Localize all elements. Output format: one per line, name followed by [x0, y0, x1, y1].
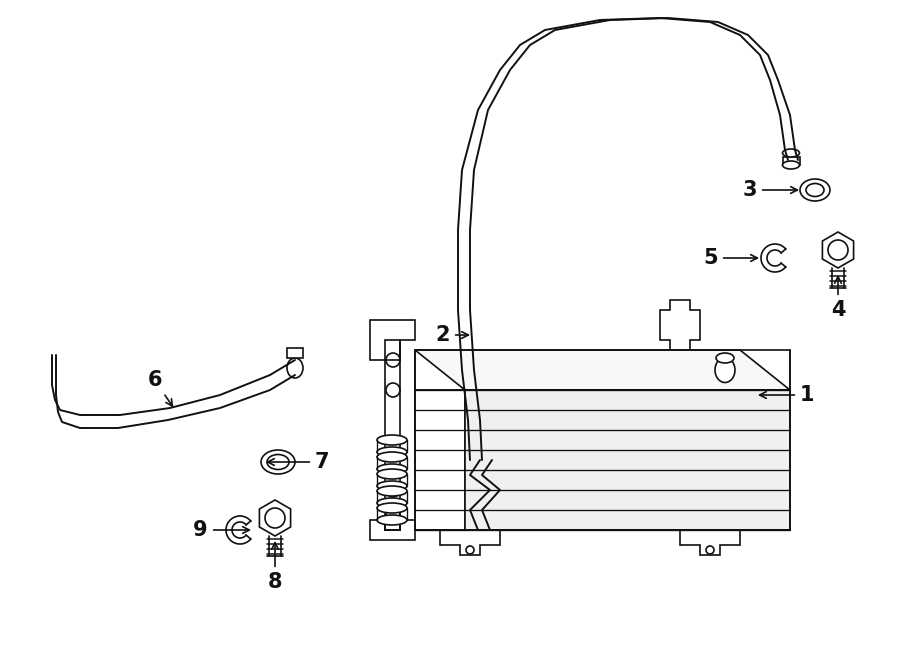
Ellipse shape — [782, 149, 799, 157]
Text: 2: 2 — [436, 325, 468, 345]
Text: 3: 3 — [742, 180, 797, 200]
Polygon shape — [415, 390, 465, 530]
Text: 7: 7 — [267, 452, 329, 472]
Polygon shape — [660, 300, 700, 430]
Ellipse shape — [377, 486, 407, 496]
Polygon shape — [415, 350, 790, 390]
Ellipse shape — [377, 498, 407, 508]
Ellipse shape — [377, 481, 407, 491]
Ellipse shape — [377, 435, 407, 445]
Text: 5: 5 — [704, 248, 758, 268]
Ellipse shape — [716, 353, 734, 363]
Ellipse shape — [377, 447, 407, 457]
Ellipse shape — [800, 179, 830, 201]
Ellipse shape — [377, 452, 407, 462]
Text: 9: 9 — [194, 520, 249, 540]
Polygon shape — [370, 320, 415, 540]
Bar — [287, 348, 303, 358]
Ellipse shape — [806, 184, 824, 196]
Polygon shape — [823, 232, 853, 268]
Ellipse shape — [715, 358, 735, 383]
Ellipse shape — [377, 515, 407, 525]
Polygon shape — [680, 530, 740, 555]
Text: 1: 1 — [760, 385, 815, 405]
Ellipse shape — [267, 455, 289, 469]
Ellipse shape — [287, 358, 303, 378]
Ellipse shape — [782, 161, 799, 169]
Text: 4: 4 — [831, 277, 845, 320]
Polygon shape — [440, 530, 500, 555]
Ellipse shape — [377, 469, 407, 479]
Polygon shape — [783, 157, 800, 165]
Polygon shape — [259, 500, 291, 536]
Ellipse shape — [377, 503, 407, 513]
Text: 6: 6 — [148, 370, 173, 406]
Polygon shape — [465, 390, 790, 530]
Ellipse shape — [261, 450, 295, 474]
Ellipse shape — [377, 464, 407, 474]
Text: 8: 8 — [268, 543, 283, 592]
